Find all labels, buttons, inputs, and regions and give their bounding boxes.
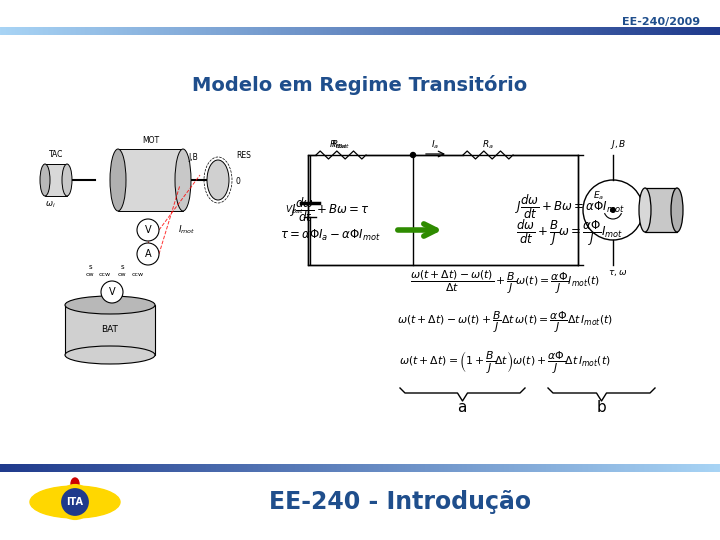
- Text: V: V: [109, 287, 115, 297]
- Circle shape: [137, 219, 159, 241]
- Circle shape: [410, 152, 415, 158]
- Text: $I_{mot}$: $I_{mot}$: [178, 224, 195, 237]
- Text: $\tau, \omega$: $\tau, \omega$: [608, 268, 628, 278]
- Text: J,B: J,B: [188, 153, 198, 163]
- Text: 0: 0: [236, 178, 241, 186]
- Text: $\omega_i$: $\omega_i$: [45, 200, 55, 211]
- Text: EE-240/2009: EE-240/2009: [622, 17, 700, 27]
- Text: cw: cw: [86, 273, 94, 278]
- Circle shape: [610, 207, 616, 213]
- Text: $J, B$: $J, B$: [610, 138, 626, 151]
- Ellipse shape: [30, 486, 120, 518]
- Text: a: a: [457, 401, 467, 415]
- Text: $\tau = \alpha\Phi I_a - \alpha\Phi I_{mot}$: $\tau = \alpha\Phi I_a - \alpha\Phi I_{m…: [279, 227, 380, 242]
- Text: V: V: [145, 225, 151, 235]
- Ellipse shape: [110, 149, 126, 211]
- Text: $\dfrac{d\omega}{dt} + \dfrac{B}{J}\omega = \dfrac{\alpha\Phi}{J} I_{mot}$: $\dfrac{d\omega}{dt} + \dfrac{B}{J}\omeg…: [516, 218, 624, 248]
- Ellipse shape: [61, 488, 89, 516]
- Ellipse shape: [175, 149, 191, 211]
- Circle shape: [137, 243, 159, 265]
- Ellipse shape: [65, 296, 155, 314]
- Bar: [645, 188, 677, 232]
- Text: ccw: ccw: [99, 273, 111, 278]
- Text: b: b: [596, 401, 606, 415]
- Ellipse shape: [62, 164, 72, 196]
- Ellipse shape: [671, 188, 683, 232]
- Text: $R_{Bat}$: $R_{Bat}$: [330, 138, 348, 151]
- Circle shape: [101, 281, 123, 303]
- Text: $R_{Bat}$: $R_{Bat}$: [331, 138, 351, 151]
- Text: $I_a$: $I_a$: [431, 138, 439, 151]
- Ellipse shape: [71, 478, 79, 490]
- Bar: [65, 305, 155, 355]
- Text: BAT: BAT: [102, 326, 118, 334]
- Text: A: A: [145, 249, 151, 259]
- Text: s: s: [120, 264, 124, 270]
- Text: $J\dfrac{d\omega}{dt} + B\omega = \tau$: $J\dfrac{d\omega}{dt} + B\omega = \tau$: [290, 196, 370, 224]
- Text: Modelo em Regime Transitório: Modelo em Regime Transitório: [192, 75, 528, 95]
- Ellipse shape: [207, 160, 229, 200]
- Text: RES: RES: [236, 151, 251, 160]
- Text: $J\dfrac{d\omega}{dt} + B\omega = \alpha\Phi I_{mot}$: $J\dfrac{d\omega}{dt} + B\omega = \alpha…: [515, 193, 625, 221]
- Text: s: s: [88, 264, 92, 270]
- Text: $V_{Bat}$: $V_{Bat}$: [285, 204, 304, 216]
- Bar: [308, 155, 578, 265]
- Text: $R_a$: $R_a$: [482, 138, 494, 151]
- Text: $\omega(t+\Delta t) = \left(1+\dfrac{B}{J}\Delta t\right)\omega(t) + \dfrac{\alp: $\omega(t+\Delta t) = \left(1+\dfrac{B}{…: [399, 350, 611, 376]
- Bar: [45, 164, 67, 196]
- Ellipse shape: [40, 164, 50, 196]
- Ellipse shape: [639, 188, 651, 232]
- Text: ITA: ITA: [66, 497, 84, 507]
- Text: ccw: ccw: [132, 273, 144, 278]
- Text: $E_a$: $E_a$: [593, 190, 605, 202]
- Text: TAC: TAC: [49, 150, 63, 159]
- Ellipse shape: [65, 346, 155, 364]
- Text: EE-240 - Introdução: EE-240 - Introdução: [269, 490, 531, 514]
- Text: $\omega(t+\Delta t)-\omega(t)+\dfrac{B}{J}\Delta t\,\omega(t) = \dfrac{\alpha\Ph: $\omega(t+\Delta t)-\omega(t)+\dfrac{B}{…: [397, 309, 613, 335]
- Text: $\dfrac{\omega(t+\Delta t)-\omega(t)}{\Delta t} + \dfrac{B}{J}\omega(t) = \dfrac: $\dfrac{\omega(t+\Delta t)-\omega(t)}{\D…: [410, 268, 600, 296]
- Bar: [118, 149, 183, 211]
- Text: cw: cw: [117, 273, 126, 278]
- Text: MOT: MOT: [142, 136, 159, 145]
- Circle shape: [583, 180, 643, 240]
